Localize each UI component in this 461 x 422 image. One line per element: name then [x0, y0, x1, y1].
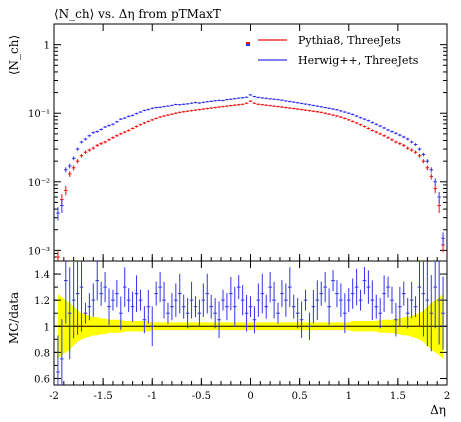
- x-axis-label: Δη: [430, 403, 446, 417]
- x-tick-label: 1: [346, 391, 352, 402]
- legend-marker-herwig: [246, 44, 250, 46]
- main-series-pythia: [56, 100, 445, 261]
- ratio-panel: [53, 260, 448, 386]
- legend-marker-pythia: [246, 42, 250, 44]
- main-y-tick-label: 10⁻¹: [28, 109, 50, 120]
- x-tick-label: -2: [49, 391, 59, 402]
- ratio-series-herwig: [56, 261, 445, 385]
- legend-label-pythia: Pythia8, ThreeJets: [298, 34, 401, 47]
- ratio-y-axis-label: MC/data: [7, 292, 21, 344]
- ratio-y-tick-label: 1.2: [34, 296, 50, 307]
- main-y-tick-label: 10⁻³: [28, 246, 50, 257]
- main-panel: [53, 23, 448, 262]
- x-tick-label: 0: [247, 391, 253, 402]
- main-y-axis-label: ⟨N_ch⟩: [7, 35, 21, 75]
- x-tick-label: 1.5: [390, 391, 406, 402]
- ratio-y-tick-label: 0.8: [34, 348, 50, 359]
- legend: Pythia8, ThreeJets Herwig++, ThreeJets: [246, 34, 419, 67]
- x-tick-label: -1.5: [93, 391, 112, 402]
- legend-label-herwig: Herwig++, ThreeJets: [298, 54, 419, 67]
- x-tick-label: 2: [444, 391, 450, 402]
- x-tick-label: 0.5: [292, 391, 308, 402]
- main-y-tick-label: 10⁻²: [28, 178, 50, 189]
- main-series-herwig: [56, 94, 445, 246]
- chart-title: ⟨N_ch⟩ vs. Δη from pTMaxT: [54, 7, 221, 21]
- ratio-y-tick-label: 0.6: [34, 374, 50, 385]
- x-tick-label: -1: [147, 391, 157, 402]
- ratio-y-tick-label: 1.4: [34, 270, 50, 281]
- ratio-y-tick-label: 1: [44, 322, 50, 333]
- main-y-tick-label: 1: [44, 41, 50, 52]
- x-tick-label: -0.5: [192, 391, 211, 402]
